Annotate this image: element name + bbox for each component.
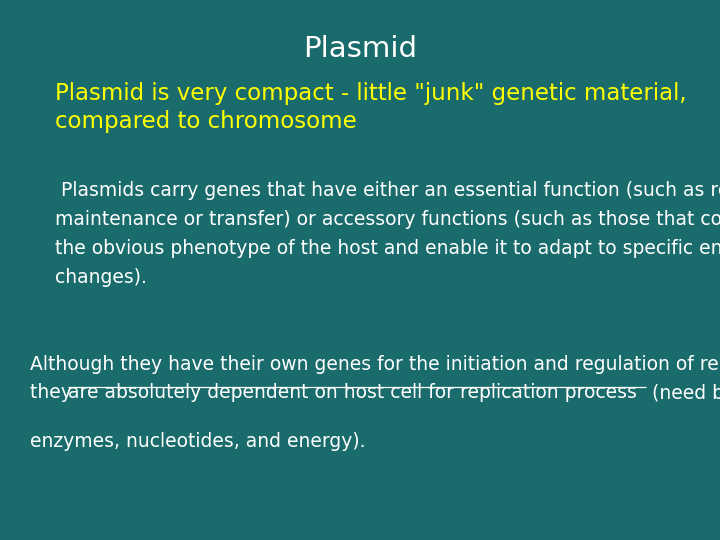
Text: Plasmids carry genes that have either an essential function (such as replication: Plasmids carry genes that have either an… [55, 181, 720, 200]
Text: Plasmid is very compact - little "junk" genetic material,: Plasmid is very compact - little "junk" … [55, 82, 686, 105]
Text: Although they have their own genes for the initiation and regulation of replicat: Although they have their own genes for t… [30, 355, 720, 374]
Text: they: they [30, 383, 78, 402]
Text: are absolutely dependent on host cell for replication process: are absolutely dependent on host cell fo… [68, 383, 636, 402]
Text: (need basic: (need basic [646, 383, 720, 402]
Text: compared to chromosome: compared to chromosome [55, 110, 356, 133]
Text: maintenance or transfer) or accessory functions (such as those that contribute t: maintenance or transfer) or accessory fu… [55, 210, 720, 229]
Text: the obvious phenotype of the host and enable it to adapt to specific environment: the obvious phenotype of the host and en… [55, 239, 720, 258]
Text: changes).: changes). [55, 268, 147, 287]
Text: enzymes, nucleotides, and energy).: enzymes, nucleotides, and energy). [30, 432, 366, 451]
Text: Plasmid: Plasmid [303, 35, 417, 63]
